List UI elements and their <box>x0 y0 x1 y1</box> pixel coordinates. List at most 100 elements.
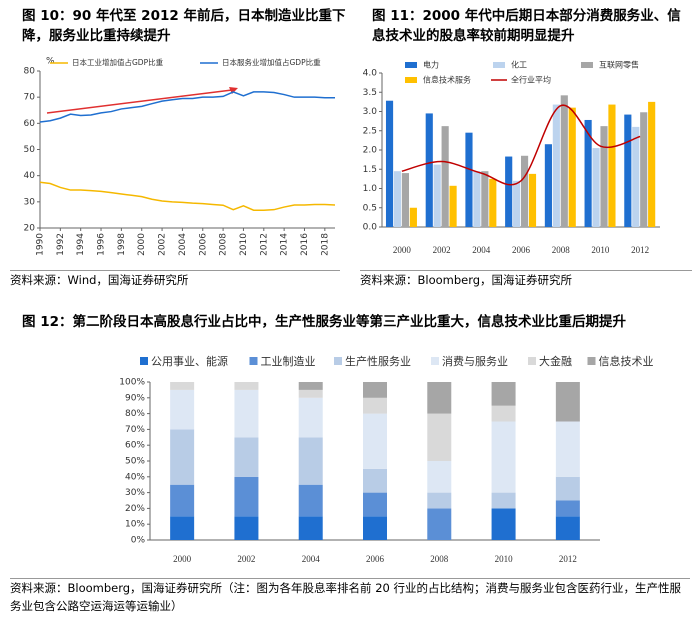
legend-label: 互联网零售 <box>599 60 639 70</box>
y-tick-label: 30% <box>125 488 145 498</box>
y-tick-label: 3.0 <box>363 107 378 117</box>
bar <box>624 114 632 227</box>
legend-swatch <box>528 357 536 365</box>
bar-segment <box>234 389 259 438</box>
x-tick-label: 1994 <box>76 233 86 256</box>
y-tick-label: 60 <box>24 119 36 129</box>
bar-segment <box>170 484 195 517</box>
y-tick-label: 10% <box>125 520 145 530</box>
bar-segment <box>491 382 516 406</box>
y-tick-label: 30 <box>24 197 36 207</box>
bar-segment <box>555 421 580 477</box>
x-tick-label: 1998 <box>117 233 127 256</box>
y-tick-label: 2.0 <box>363 146 378 156</box>
x-tick-label: 2006 <box>512 245 531 255</box>
legend-label: 信息技术业 <box>599 354 654 368</box>
bar <box>465 132 473 227</box>
y-tick-label: 0% <box>131 536 146 546</box>
bar <box>600 126 608 227</box>
bar-segment <box>363 468 387 493</box>
bar <box>584 119 592 227</box>
x-tick-label: 2004 <box>302 554 321 564</box>
x-tick-label: 1996 <box>97 233 107 256</box>
bar <box>608 104 616 227</box>
legend-swatch <box>587 357 596 365</box>
bar-segment <box>363 492 387 517</box>
legend-label: 化工 <box>511 60 527 70</box>
legend-swatch <box>581 62 593 68</box>
y-tick-label: 40 <box>24 171 36 181</box>
x-tick-label: 2006 <box>366 554 385 564</box>
chart: 0.0 0.5 1.0 1.5 2.0 2.5 3.0 3.5 4.0 2000 2002 2004 2… <box>363 60 660 255</box>
legend-swatch <box>334 357 342 365</box>
y-tick-label: 1.0 <box>363 184 378 194</box>
bar-segment <box>298 516 323 540</box>
legend-label: 大金融 <box>539 354 572 368</box>
x-tick-label: 2012 <box>559 554 577 564</box>
y-tick-label: 50% <box>125 457 145 467</box>
bar <box>449 185 457 227</box>
y-tick-label: 2.5 <box>363 126 377 136</box>
bar-segment <box>298 389 323 398</box>
legend-label: 消费与服务业 <box>442 354 508 368</box>
y-tick-label: 3.5 <box>363 88 377 98</box>
bar <box>632 126 640 227</box>
y-tick-label: 80 <box>24 67 36 77</box>
y-tick-label: 50 <box>24 145 36 155</box>
source-note: 资料来源：Wind，国海证券研究所 <box>10 270 340 289</box>
x-tick-label: 2014 <box>280 233 290 256</box>
chart: 0% 10% 20% 30% 40% 50% 60% 70% 80% 90% 100% 2000 200… <box>119 354 654 564</box>
legend-swatch <box>405 62 417 68</box>
series-line <box>39 91 335 123</box>
x-tick-label: 2006 <box>198 233 208 256</box>
bar-segment <box>555 500 580 517</box>
legend-label: 工业制造业 <box>261 354 316 368</box>
legend-label: 日本服务业增加值占GDP比重 <box>222 57 321 67</box>
x-tick-label: 2002 <box>237 554 255 564</box>
x-tick-label: 2012 <box>631 245 649 255</box>
x-tick-label: 2008 <box>430 554 449 564</box>
legend-swatch <box>405 77 417 83</box>
x-tick-label: 2002 <box>158 233 168 256</box>
bar <box>473 171 481 227</box>
trend-arrow <box>46 89 233 114</box>
x-tick-label: 2000 <box>137 233 147 256</box>
y-tick-label: 70% <box>125 425 145 435</box>
x-tick-label: 2010 <box>239 233 249 256</box>
figure-title: 图 12：第二阶段日本高股息行业占比中，生产性服务业等第三产业比重大，信息技术业… <box>22 314 626 330</box>
bar <box>560 95 568 227</box>
bar-segment <box>555 476 580 501</box>
y-tick-label: 20 <box>24 224 36 234</box>
bar <box>521 155 529 227</box>
bar <box>528 173 537 227</box>
bar-segment <box>298 437 323 485</box>
bar-segment <box>298 397 323 438</box>
bar-segment <box>170 516 195 540</box>
bar-segment <box>234 516 259 540</box>
x-tick-label: 2004 <box>472 245 491 255</box>
source-note: 资料来源：Bloomberg，国海证券研究所 <box>360 270 692 289</box>
bar-segment <box>363 516 387 540</box>
bar-segment <box>427 413 452 461</box>
bar <box>393 171 402 227</box>
y-axis-label: % <box>46 57 55 67</box>
legend-label: 全行业平均 <box>511 75 551 85</box>
legend-label: 信息技术服务 <box>423 75 471 85</box>
bar <box>481 171 489 227</box>
y-tick-label: 0.0 <box>363 223 378 233</box>
bar <box>648 101 656 227</box>
y-tick-label: 60% <box>125 441 145 451</box>
y-tick-label: 4.0 <box>363 69 378 79</box>
bar <box>552 104 560 227</box>
bar <box>505 156 513 227</box>
bar-segment <box>427 508 452 540</box>
legend-label: 生产性服务业 <box>345 354 411 368</box>
bar-segment <box>170 429 195 485</box>
y-tick-label: 80% <box>125 409 145 419</box>
bar <box>592 148 600 227</box>
bar <box>640 112 648 227</box>
bar <box>409 207 417 227</box>
bar <box>401 173 410 227</box>
y-tick-label: 40% <box>125 472 145 482</box>
